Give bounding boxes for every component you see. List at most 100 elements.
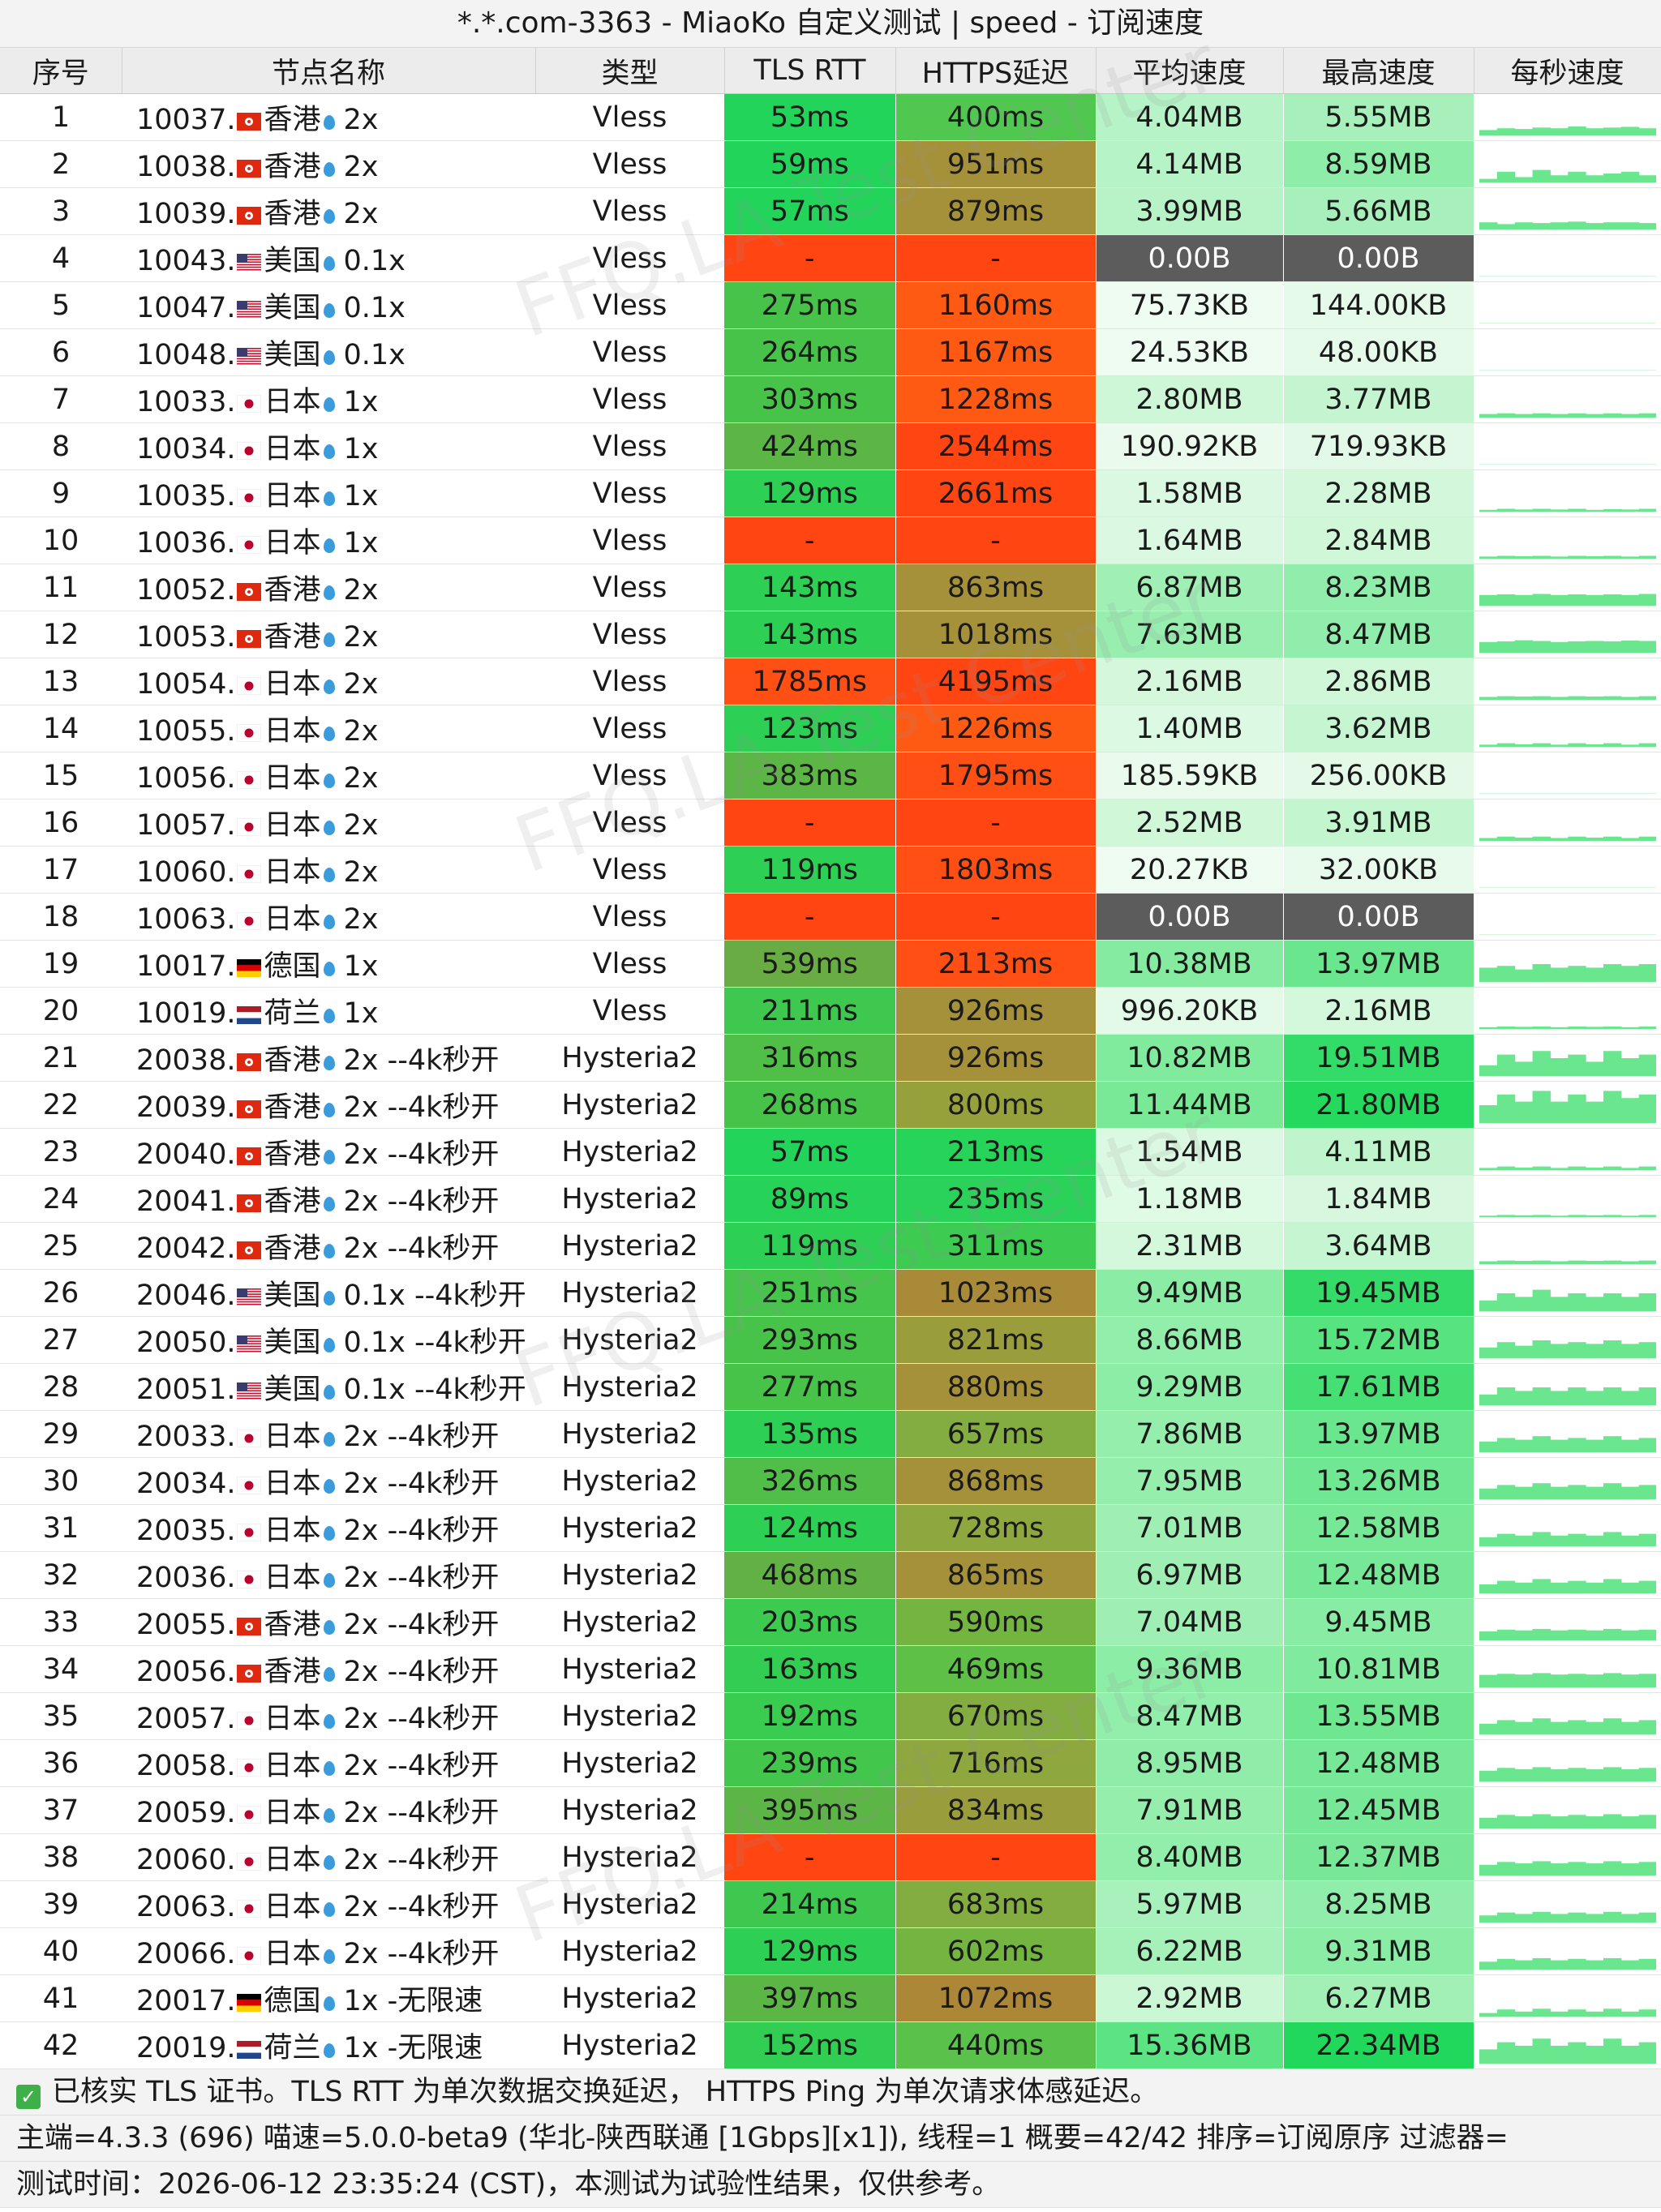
table-row[interactable]: 29 20033. 日本 2x --4k秒开 Hysteria2 135ms 657ms 7.… xyxy=(0,1410,1661,1458)
table-row[interactable]: 41 20017. 德国 1x -无限速 Hysteria2 397ms 1072ms 2.9… xyxy=(0,1974,1661,2022)
tls-rtt-cell: - xyxy=(724,1833,896,1881)
row-index: 34 xyxy=(0,1645,122,1693)
sparkline-bar xyxy=(1603,743,1621,747)
sparkline-chart xyxy=(1479,1340,1656,1358)
table-row[interactable]: 7 10033. 日本 1x Vless 303ms 1228ms 2.80MB 3.77MB xyxy=(0,375,1661,423)
col-header-index[interactable]: 序号 xyxy=(0,48,122,94)
table-row[interactable]: 37 20059. 日本 2x --4k秒开 Hysteria2 395ms 834ms 7.… xyxy=(0,1786,1661,1834)
table-row[interactable]: 36 20058. 日本 2x --4k秒开 Hysteria2 239ms 716ms 8.… xyxy=(0,1739,1661,1787)
table-row[interactable]: 5 10047. 美国 0.1x Vless 275ms 1160ms 75.73KB 144.… xyxy=(0,281,1661,329)
node-id: 10047. xyxy=(136,292,236,324)
node-id: 20050. xyxy=(136,1327,236,1359)
table-row[interactable]: 42 20019. 荷兰 1x -无限速 Hysteria2 152ms 440ms 15.3… xyxy=(0,2021,1661,2069)
table-row[interactable]: 25 20042. 香港 2x --4k秒开 Hysteria2 119ms 311ms 2.… xyxy=(0,1222,1661,1270)
table-row[interactable]: 12 10053. 香港 2x Vless 143ms 1018ms 7.63MB 8.47MB xyxy=(0,611,1661,658)
table-row[interactable]: 22 20039. 香港 2x --4k秒开 Hysteria2 268ms 800ms 11… xyxy=(0,1081,1661,1129)
per-second-speed-sparkline xyxy=(1474,705,1661,752)
sparkline-bar xyxy=(1585,2045,1603,2064)
node-multiplier: 0.1x --4k秒开 xyxy=(343,1374,526,1406)
sparkline-bar xyxy=(1567,1387,1586,1405)
table-row[interactable]: 19 10017. 德国 1x Vless 539ms 2113ms 10.38MB 13.97… xyxy=(0,940,1661,988)
per-second-speed-sparkline xyxy=(1474,752,1661,799)
sparkline-bar xyxy=(1514,837,1533,841)
table-row[interactable]: 1 10037. 香港 2x Vless 53ms 400ms 4.04MB 5.55MB xyxy=(0,93,1661,141)
sparkline-bar xyxy=(1638,413,1656,418)
max-speed-cell: 13.26MB xyxy=(1283,1457,1474,1505)
water-drop-icon xyxy=(324,538,336,553)
col-header-https-latency[interactable]: HTTPS延迟 xyxy=(895,48,1097,94)
table-row[interactable]: 31 20035. 日本 2x --4k秒开 Hysteria2 124ms 728ms 7.… xyxy=(0,1504,1661,1552)
sparkline-bar xyxy=(1585,1674,1603,1687)
table-row[interactable]: 2 10038. 香港 2x Vless 59ms 951ms 4.14MB 8.59MB xyxy=(0,140,1661,188)
node-region: 荷兰 xyxy=(264,2032,321,2064)
table-row[interactable]: 6 10048. 美国 0.1x Vless 264ms 1167ms 24.53KB 48.0… xyxy=(0,328,1661,376)
table-row[interactable]: 3 10039. 香港 2x Vless 57ms 879ms 3.99MB 5.66MB xyxy=(0,187,1661,235)
col-header-type[interactable]: 类型 xyxy=(535,48,725,94)
table-row[interactable]: 40 20066. 日本 2x --4k秒开 Hysteria2 129ms 602ms 6.… xyxy=(0,1927,1661,1975)
node-name: 20055. 香港 2x --4k秒开 xyxy=(122,1598,535,1646)
table-row[interactable]: 8 10034. 日本 1x Vless 424ms 2544ms 190.92KB 719.9… xyxy=(0,422,1661,470)
table-row[interactable]: 34 20056. 香港 2x --4k秒开 Hysteria2 163ms 469ms 9.… xyxy=(0,1645,1661,1693)
table-row[interactable]: 15 10056. 日本 2x Vless 383ms 1795ms 185.59KB 256.… xyxy=(0,752,1661,799)
max-speed-cell: 2.84MB xyxy=(1283,517,1474,564)
table-row[interactable]: 24 20041. 香港 2x --4k秒开 Hysteria2 89ms 235ms 1.1… xyxy=(0,1175,1661,1223)
sparkline-bar xyxy=(1567,413,1586,418)
col-header-per-second-speed[interactable]: 每秒速度 xyxy=(1474,48,1661,94)
node-name: 10063. 日本 2x xyxy=(122,893,535,941)
col-header-node-name[interactable]: 节点名称 xyxy=(122,48,536,94)
sparkline-bar xyxy=(1567,2008,1586,2017)
node-type: Hysteria2 xyxy=(535,1269,724,1317)
table-row[interactable]: 30 20034. 日本 2x --4k秒开 Hysteria2 326ms 868ms 7.… xyxy=(0,1457,1661,1505)
flag-jp-icon xyxy=(237,536,262,554)
avg-speed-cell: 2.16MB xyxy=(1096,658,1284,705)
flag-jp-icon xyxy=(237,1571,262,1588)
table-row[interactable]: 32 20036. 日本 2x --4k秒开 Hysteria2 468ms 865ms 6.… xyxy=(0,1551,1661,1599)
avg-speed-cell: 1.58MB xyxy=(1096,469,1284,517)
sparkline-bar xyxy=(1567,696,1586,700)
table-row[interactable]: 10 10036. 日本 1x Vless - -1.64MB 2.84MB xyxy=(0,517,1661,564)
table-row[interactable]: 23 20040. 香港 2x --4k秒开 Hysteria2 57ms 213ms 1.5… xyxy=(0,1128,1661,1176)
sparkline-bar xyxy=(1567,965,1586,982)
node-region: 日本 xyxy=(264,1891,321,1923)
sparkline-bar xyxy=(1496,594,1515,606)
node-region: 日本 xyxy=(264,386,321,418)
node-multiplier: 2x --4k秒开 xyxy=(343,1938,500,1970)
per-second-speed-sparkline xyxy=(1474,1504,1661,1552)
col-header-avg-speed[interactable]: 平均速度 xyxy=(1096,48,1284,94)
max-speed-cell: 2.16MB xyxy=(1283,987,1474,1035)
col-header-max-speed[interactable]: 最高速度 xyxy=(1283,48,1474,94)
avg-speed-cell: 20.27KB xyxy=(1096,846,1284,894)
table-row[interactable]: 35 20057. 日本 2x --4k秒开 Hysteria2 192ms 670ms 8.… xyxy=(0,1692,1661,1740)
table-row[interactable]: 16 10057. 日本 2x Vless - -2.52MB 3.91MB xyxy=(0,799,1661,847)
sparkline-bar xyxy=(1549,508,1569,512)
row-index: 13 xyxy=(0,658,122,705)
table-row[interactable]: 17 10060. 日本 2x Vless 119ms 1803ms 20.27KB 32.00… xyxy=(0,846,1661,894)
sparkline-bar xyxy=(1479,129,1497,135)
flag-us-icon xyxy=(237,254,262,271)
node-type: Hysteria2 xyxy=(535,2021,724,2069)
table-row[interactable]: 26 20046. 美国 0.1x --4k秒开 Hysteria2 251ms 1023m… xyxy=(0,1269,1661,1317)
sparkline-bar xyxy=(1620,221,1639,229)
table-row[interactable]: 9 10035. 日本 1x Vless 129ms 2661ms 1.58MB 2.28MB xyxy=(0,469,1661,517)
table-row[interactable]: 13 10054. 日本 2x Vless 1785ms 4195ms 2.16MB 2.86M… xyxy=(0,658,1661,705)
table-row[interactable]: 18 10063. 日本 2x Vless - -0.00B 0.00B xyxy=(0,893,1661,941)
table-row[interactable]: 38 20060. 日本 2x --4k秒开 Hysteria2- -8.40MB 12.3… xyxy=(0,1833,1661,1881)
sparkline-bar xyxy=(1479,1488,1497,1499)
table-row[interactable]: 21 20038. 香港 2x --4k秒开 Hysteria2 316ms 926ms 10… xyxy=(0,1034,1661,1082)
sparkline-bar xyxy=(1479,1215,1497,1217)
table-row[interactable]: 20 10019. 荷兰 1x Vless 211ms 926ms 996.20KB 2.16M… xyxy=(0,987,1661,1035)
table-row[interactable]: 11 10052. 香港 2x Vless 143ms 863ms 6.87MB 8.23MB xyxy=(0,564,1661,611)
table-row[interactable]: 14 10055. 日本 2x Vless 123ms 1226ms 1.40MB 3.62MB xyxy=(0,705,1661,752)
table-row[interactable]: 33 20055. 香港 2x --4k秒开 Hysteria2 203ms 590ms 7.… xyxy=(0,1598,1661,1646)
table-row[interactable]: 39 20063. 日本 2x --4k秒开 Hysteria2 214ms 683ms 5.… xyxy=(0,1880,1661,1928)
table-row[interactable]: 28 20051. 美国 0.1x --4k秒开 Hysteria2 277ms 880ms… xyxy=(0,1363,1661,1411)
flag-jp-icon xyxy=(237,771,262,789)
tls-rtt-cell: 143ms xyxy=(724,564,896,611)
table-row[interactable]: 27 20050. 美国 0.1x --4k秒开 Hysteria2 293ms 821ms… xyxy=(0,1316,1661,1364)
sparkline-bar xyxy=(1479,837,1497,841)
node-name: 10038. 香港 2x xyxy=(122,140,535,188)
col-header-tls-rtt[interactable]: TLS RTT xyxy=(724,48,896,94)
table-row[interactable]: 4 10043. 美国 0.1x Vless - -0.00B 0.00B xyxy=(0,234,1661,282)
tls-rtt-cell: - xyxy=(724,517,896,564)
sparkline-bar xyxy=(1549,696,1569,700)
